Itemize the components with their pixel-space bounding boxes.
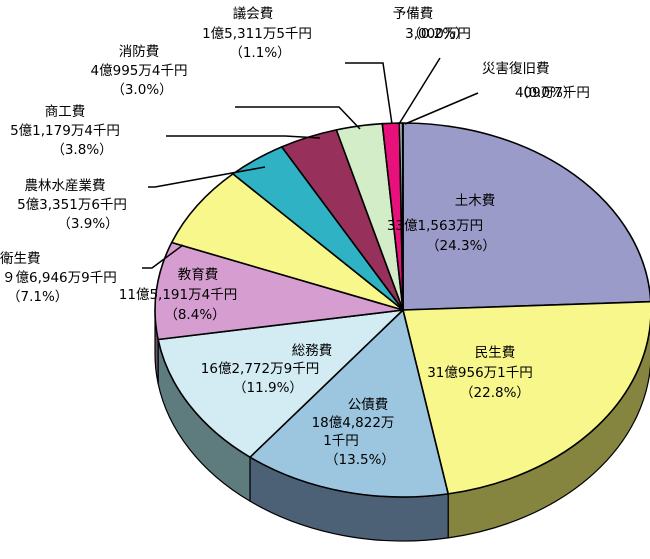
slice-label-7: （3.9%） [57, 216, 118, 232]
slice-label-10: 議会費 [233, 5, 274, 22]
leader-line-8 [166, 135, 321, 139]
pie-slices [154, 122, 650, 498]
slice-label-1: 土木費 [455, 193, 496, 209]
slice-label-10: 1億5,311万5千円 [202, 26, 312, 42]
slice-label-12: 409万7千円 [515, 85, 590, 101]
slice-label-11: （0.2%） [407, 26, 468, 42]
slice-label-4: 総務費 [292, 343, 333, 359]
slice-1 [402, 122, 650, 311]
slice-4 [157, 309, 404, 458]
slice-label-9: 消防費 [119, 44, 160, 60]
slice-labels: 土木費 33億1,563万円 （24.3%） 民生費 31億956万1千円 （22.8%）… [0, 5, 590, 468]
slice-label-3: 公債費 [348, 397, 389, 413]
slice-label-8: （3.8%） [51, 142, 112, 158]
slice-label-2: 31億956万1千円 [427, 365, 533, 381]
slice-label-7: 5億3,351万6千円 [17, 197, 127, 213]
leader-line-6 [142, 244, 184, 269]
leader-line-10 [345, 62, 393, 125]
slice-label-6: （7.1%） [7, 289, 68, 305]
slice-label-4: 16億2,772万9千円 [201, 361, 319, 377]
slice-label-8: 商工費 [45, 104, 86, 120]
slice-label-4: （11.9%） [233, 380, 303, 396]
slice-label-1: 33億1,563万円 [387, 218, 483, 234]
slice-label-12: （0.0%） [515, 85, 576, 101]
slice-label-6: ９億6,946万9千円 [2, 270, 117, 286]
slice-3 [249, 309, 449, 498]
slice-2 [402, 300, 650, 495]
slice-label-7: 農林水産業費 [25, 178, 106, 194]
leader-line-12 [404, 92, 479, 125]
leader-line-9 [235, 106, 361, 130]
slice-label-2: 民生費 [475, 345, 516, 361]
slice-label-5: （8.4%） [164, 307, 225, 323]
slice-label-12: 災害復旧費 [482, 60, 550, 77]
slice-label-9: 4億995万4千円 [91, 63, 188, 79]
leader-lines [142, 57, 479, 269]
slice-label-6: 衛生費 [0, 251, 41, 267]
slice-label-5: 11億5,191万4千円 [119, 287, 237, 303]
slice-label-2: （22.8%） [460, 385, 530, 401]
slice-label-10: （1.1%） [229, 45, 290, 61]
slice-6 [170, 173, 404, 311]
slice-label-11: 3,000万円 [405, 26, 471, 42]
slice-label-9: （3.0%） [111, 82, 172, 98]
slice-5 [154, 241, 404, 341]
leader-line-7 [148, 166, 266, 188]
slice-label-5: 教育費 [178, 267, 219, 283]
slice-label-1: （24.3%） [426, 238, 496, 254]
slice-label-3: （13.5%） [325, 452, 395, 468]
slice-label-3: 18億4,822万 [312, 415, 395, 431]
leader-line-11 [398, 57, 441, 125]
slice-label-11: 予備費 [393, 6, 434, 22]
slice-label-3: 1千円 [323, 433, 359, 449]
slice-label-8: 5億1,179万4千円 [10, 123, 120, 139]
